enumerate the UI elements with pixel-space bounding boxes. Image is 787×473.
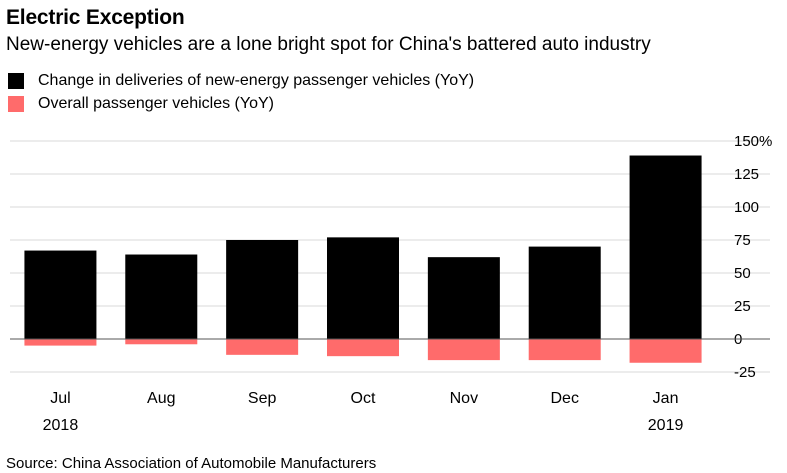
bar-overall [427, 339, 500, 361]
bar-overall [24, 339, 97, 346]
legend-swatch-nev [8, 72, 24, 89]
y-tick-label: 25 [734, 298, 751, 315]
y-tick-label: -25 [734, 364, 756, 381]
y-tick-label: 150% [734, 133, 772, 150]
x-year-label: 2018 [43, 417, 79, 434]
bar-overall [226, 339, 299, 355]
legend-item-nev: Change in deliveries of new-energy passe… [8, 70, 474, 91]
chart-subtitle: New-energy vehicles are a lone bright sp… [6, 34, 651, 55]
x-year-label: 2019 [648, 417, 684, 434]
bar-overall [528, 339, 601, 361]
legend: Change in deliveries of new-energy passe… [8, 70, 474, 116]
x-tick-label: Nov [450, 390, 478, 407]
x-tick-label: Jan [653, 390, 679, 407]
bar-nev [427, 257, 500, 339]
bar-overall [125, 339, 198, 345]
bar-overall [327, 339, 399, 357]
chart-title: Electric Exception [6, 6, 185, 29]
bar-nev [327, 237, 399, 339]
bar-nev [528, 246, 601, 339]
legend-swatch-overall [8, 95, 24, 112]
bar-nev [125, 254, 198, 339]
y-tick-label: 75 [734, 232, 751, 249]
bar-overall [629, 339, 702, 363]
legend-label-nev: Change in deliveries of new-energy passe… [38, 71, 475, 89]
y-tick-label: 100 [734, 199, 759, 216]
y-tick-label: 50 [734, 265, 751, 282]
legend-item-overall: Overall passenger vehicles (YoY) [8, 93, 474, 114]
bar-nev [629, 155, 702, 339]
x-tick-label: Dec [550, 390, 578, 407]
source-note: Source: China Association of Automobile … [6, 455, 377, 472]
bar-nev [24, 250, 97, 339]
legend-label-overall: Overall passenger vehicles (YoY) [38, 94, 274, 112]
x-tick-label: Jul [50, 390, 70, 407]
x-tick-label: Sep [248, 390, 277, 407]
bar-nev [226, 240, 299, 339]
y-tick-label: 125 [734, 166, 759, 183]
x-tick-label: Aug [147, 390, 175, 407]
x-tick-label: Oct [351, 390, 376, 407]
